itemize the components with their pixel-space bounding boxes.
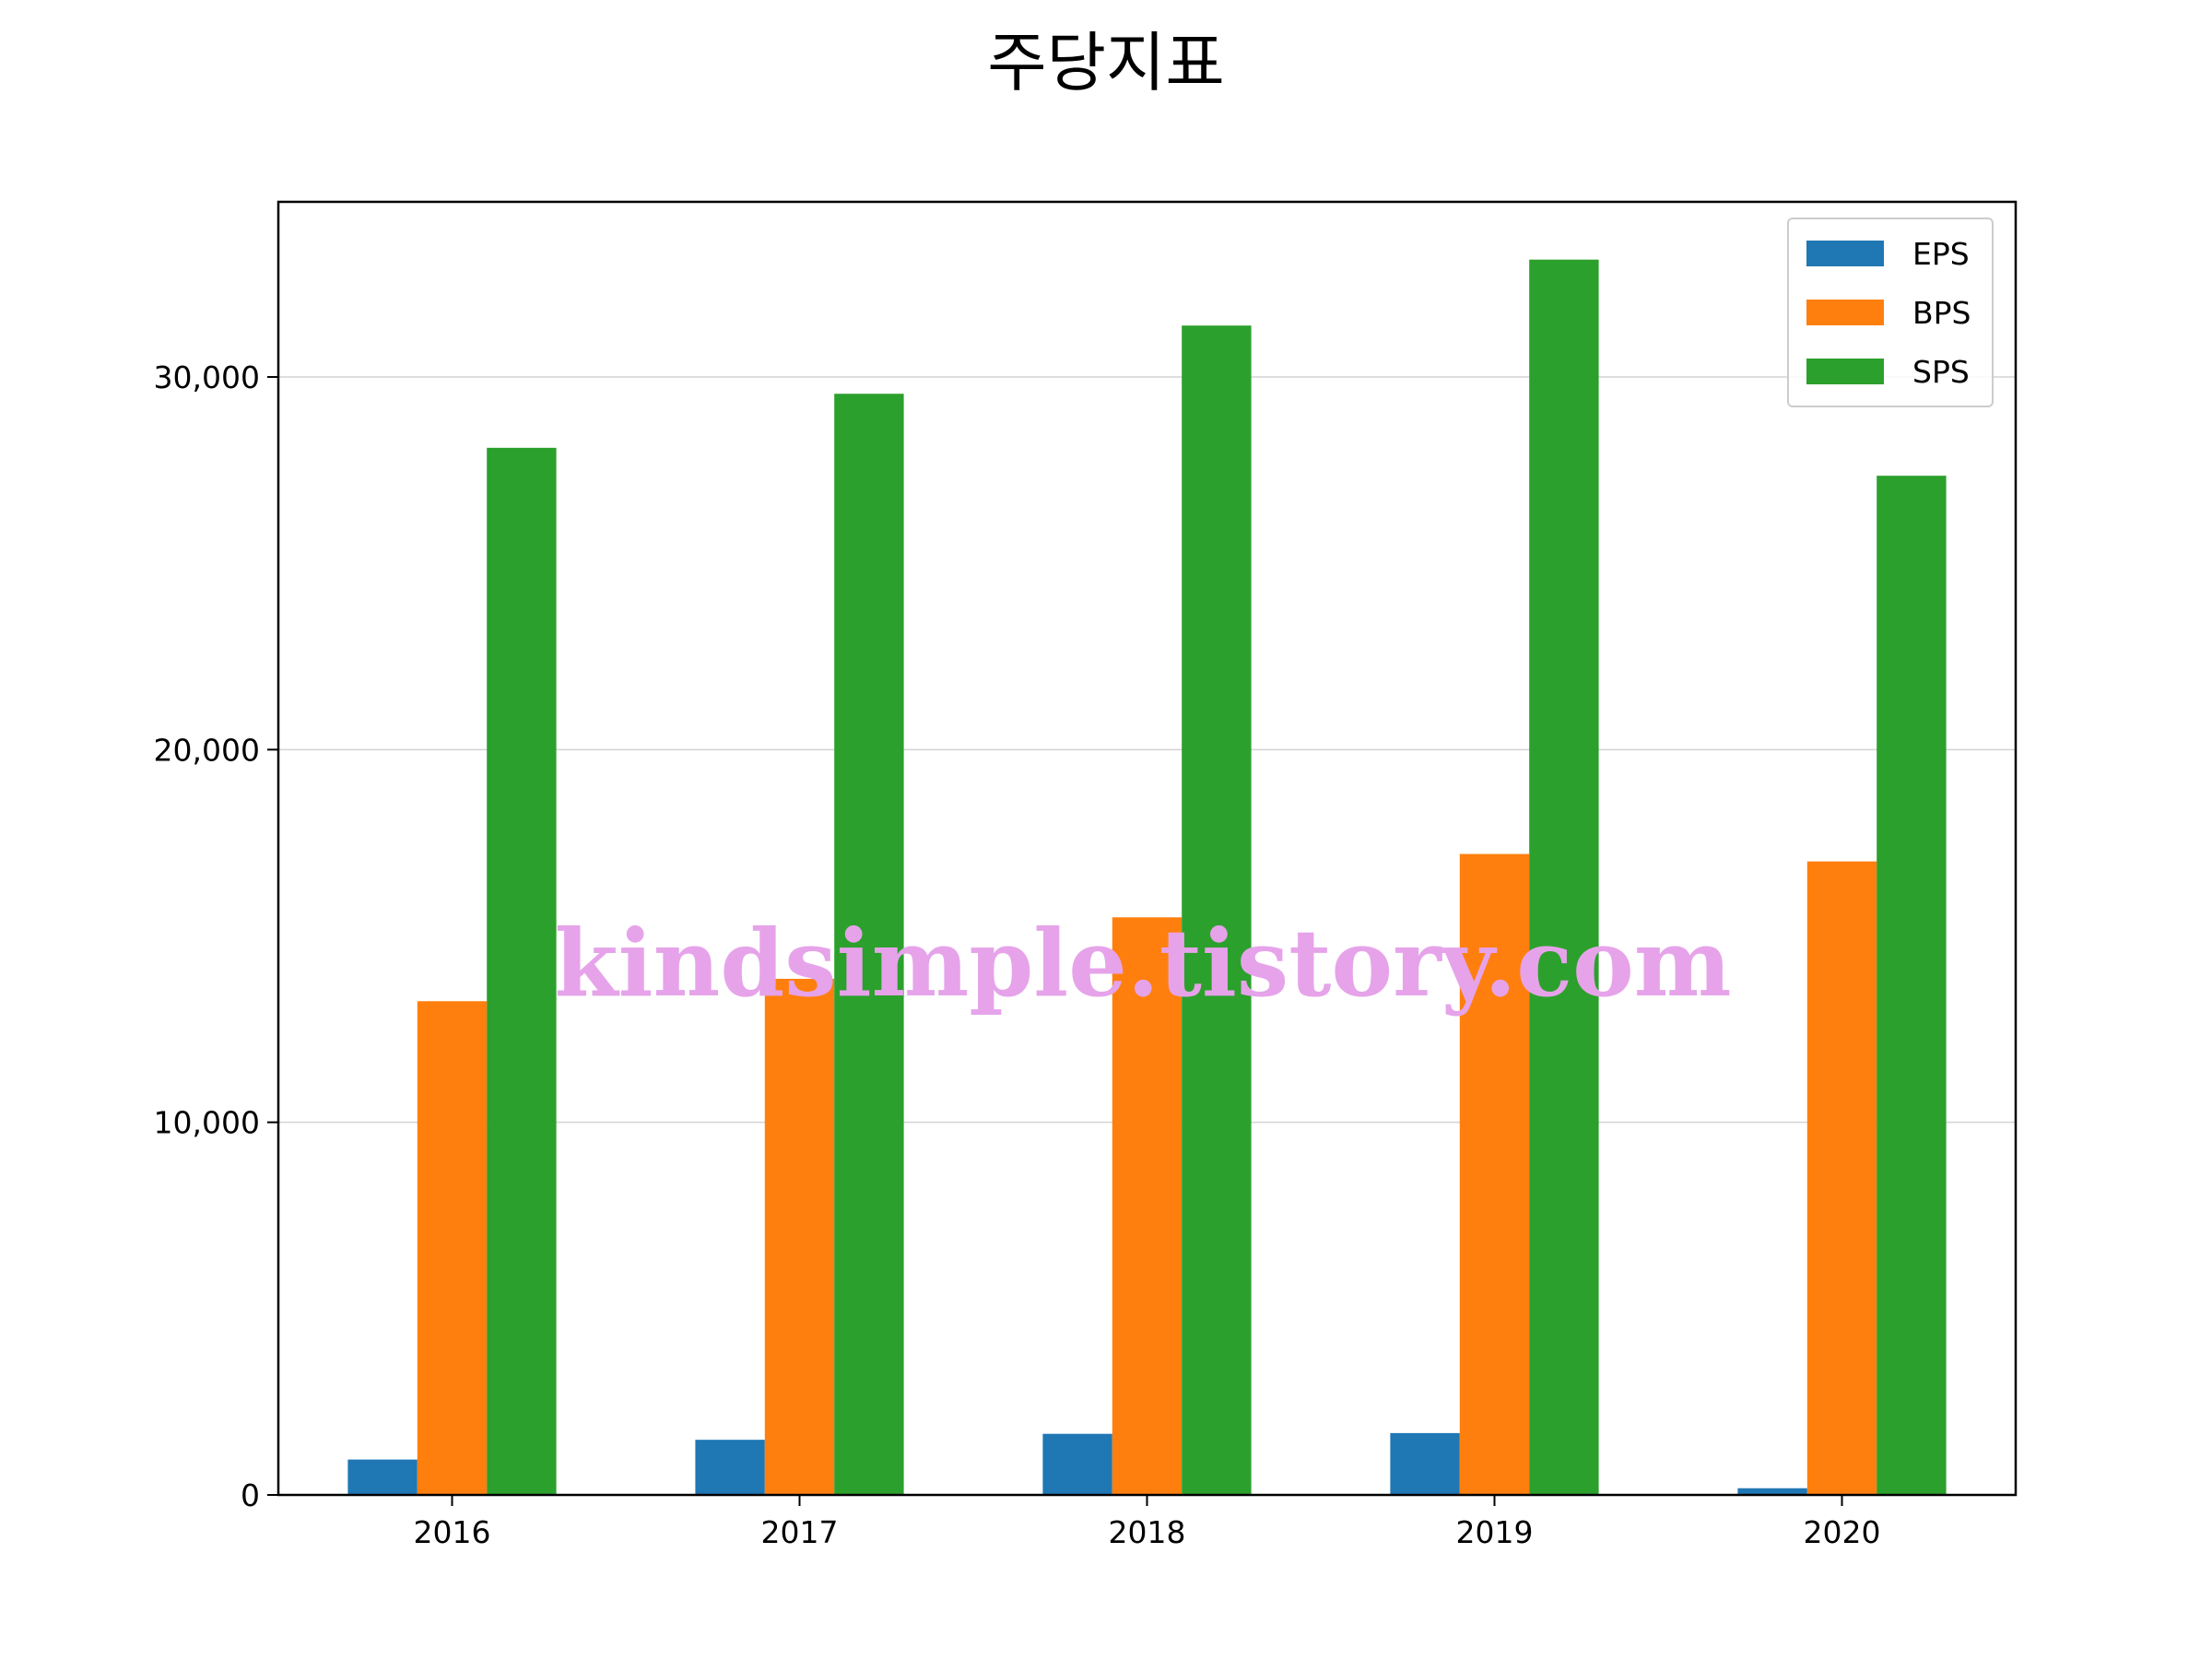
x-tick-label: 2017: [761, 1514, 839, 1550]
bar-eps-2020: [1737, 1488, 1807, 1495]
legend-swatch-sps: [1806, 359, 1884, 384]
bar-bps-2017: [764, 979, 835, 1495]
legend-label-bps: BPS: [1912, 295, 1971, 331]
axis-ticks: 0 10,000 20,000 30,000 2016 2017 2018 2019 2020: [154, 359, 1881, 1550]
bars: [347, 259, 1947, 1496]
x-tick-label: 2020: [1804, 1514, 1881, 1550]
chart-title: 주당지표: [987, 25, 1225, 100]
bar-eps-2016: [347, 1459, 418, 1495]
y-tick-label: 0: [241, 1477, 260, 1513]
legend-swatch-eps: [1806, 241, 1884, 266]
bar-sps-2020: [1877, 476, 1947, 1495]
bar-sps-2017: [834, 394, 904, 1496]
y-tick-label: 20,000: [154, 732, 260, 768]
bar-eps-2018: [1042, 1433, 1112, 1495]
bar-eps-2019: [1390, 1432, 1460, 1495]
bar-sps-2016: [487, 447, 557, 1495]
legend-label-sps: SPS: [1912, 354, 1970, 390]
bar-eps-2017: [695, 1440, 765, 1495]
legend-swatch-bps: [1806, 300, 1884, 325]
legend-label-eps: EPS: [1912, 236, 1970, 272]
y-tick-label: 10,000: [154, 1105, 260, 1141]
bar-bps-2016: [417, 1001, 488, 1495]
bar-bps-2020: [1806, 861, 1877, 1495]
x-tick-label: 2019: [1456, 1514, 1534, 1550]
x-tick-label: 2018: [1109, 1514, 1186, 1550]
legend: EPS BPS SPS: [1787, 218, 1994, 407]
bar-bps-2018: [1112, 917, 1182, 1495]
x-tick-label: 2016: [414, 1514, 491, 1550]
bar-sps-2018: [1182, 325, 1252, 1496]
bar-sps-2019: [1529, 259, 1599, 1495]
watermark-text: kindsimple.tistory.com: [554, 909, 1731, 1018]
y-tick-label: 30,000: [154, 359, 260, 395]
bar-bps-2019: [1459, 853, 1530, 1495]
